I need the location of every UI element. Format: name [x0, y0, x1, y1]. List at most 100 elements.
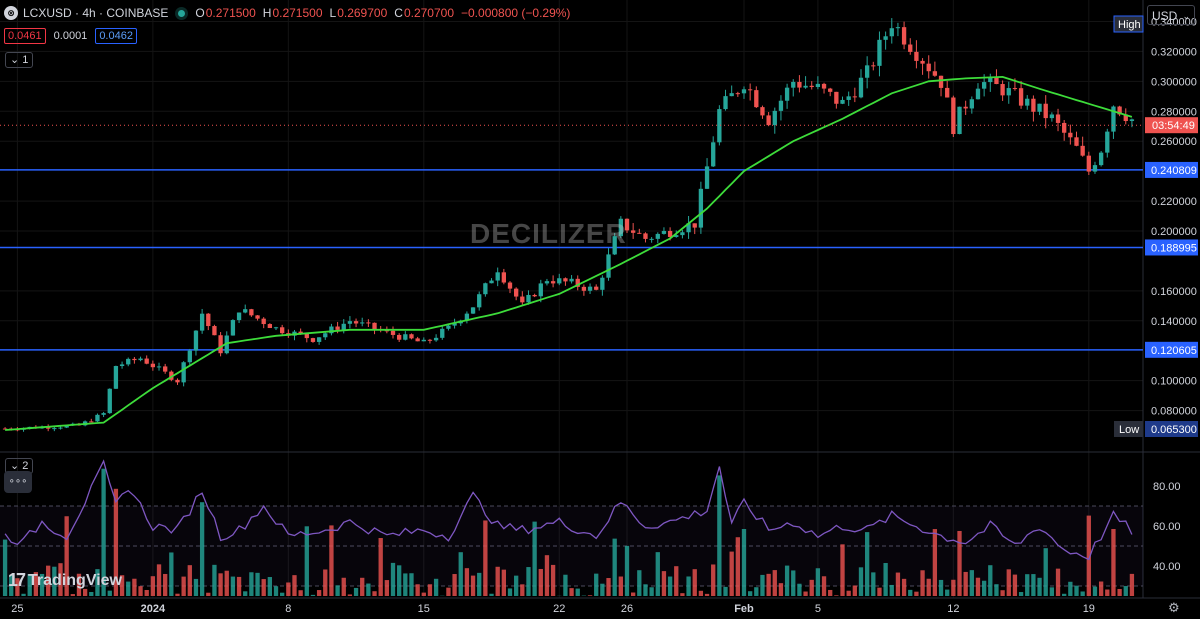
volume-bar	[390, 562, 396, 596]
candle-body	[58, 427, 63, 429]
volume-bar	[754, 587, 759, 596]
volume-bar	[1117, 588, 1122, 596]
candle-body	[1037, 103, 1042, 112]
candle-body	[754, 90, 759, 108]
volume-bar	[82, 588, 88, 596]
volume-bar	[698, 590, 704, 596]
volume-bar	[637, 570, 642, 596]
candle-body	[119, 364, 125, 367]
chevron-down-icon: ⌄	[10, 54, 20, 66]
market-status-icon[interactable]	[178, 9, 186, 17]
volume-bar	[58, 563, 63, 596]
candle-body	[704, 166, 710, 189]
candle-body	[569, 278, 574, 282]
candle-body	[711, 142, 716, 167]
pane1-indicator[interactable]: ⌄ 1	[5, 52, 34, 68]
candle-body	[655, 233, 660, 239]
candle-body	[772, 110, 777, 126]
price-tick-label: 0.140000	[1151, 316, 1197, 328]
candle-body	[89, 421, 94, 423]
time-tick-label: 19	[1083, 603, 1095, 615]
candle-body	[526, 294, 531, 303]
volume-bar	[667, 576, 673, 596]
candle-body	[981, 82, 987, 89]
candle-body	[883, 36, 888, 40]
volume-bar	[1068, 581, 1073, 596]
current-price-box	[1145, 117, 1198, 134]
open-label: O	[195, 6, 205, 20]
volume-bar	[224, 570, 229, 596]
candle-body	[1000, 84, 1005, 96]
volume-bar	[1086, 515, 1091, 596]
volume-bar	[858, 567, 864, 596]
volume-bar	[969, 570, 974, 596]
candle-body	[347, 321, 353, 324]
candle-body	[1062, 122, 1067, 133]
volume-bar	[828, 589, 833, 596]
tradingview-text: TradingView	[28, 571, 122, 589]
volume-bar	[575, 588, 580, 596]
candle-body	[489, 280, 494, 284]
rsi-tick-label: 40.00	[1153, 561, 1181, 573]
candle-body	[206, 313, 211, 327]
volume-bar	[138, 586, 143, 596]
volume-bar	[1129, 573, 1135, 596]
candle-body	[920, 60, 925, 64]
candle-body	[815, 83, 821, 88]
candle-body	[138, 358, 143, 361]
settings-gear-icon[interactable]: ⚙	[1168, 600, 1180, 615]
candle-body	[908, 44, 913, 52]
candle-body	[156, 366, 162, 368]
volume-bar	[470, 575, 476, 596]
volume-bar	[1062, 593, 1067, 596]
time-tick-label: 2024	[141, 603, 166, 615]
volume-bar	[150, 576, 156, 596]
bid-button[interactable]: 0.0461	[4, 28, 46, 44]
candle-body	[649, 238, 654, 240]
volume-bar	[951, 579, 956, 596]
candle-body	[101, 413, 106, 415]
candle-body	[46, 426, 51, 429]
time-tick-label: 8	[285, 603, 291, 615]
candle-body	[791, 81, 796, 88]
volume-bar	[273, 586, 279, 596]
low-tag-box	[1114, 421, 1143, 437]
volume-bar	[901, 578, 907, 596]
volume-bar	[1018, 592, 1024, 596]
level-label-box	[1145, 161, 1198, 178]
candle-body	[612, 236, 617, 255]
candle-body	[341, 323, 346, 330]
volume-bar	[538, 568, 543, 596]
candle-body	[606, 254, 611, 278]
candle-body	[366, 322, 371, 324]
volume-bar	[372, 591, 377, 596]
more-options-button[interactable]: ∘∘∘	[4, 471, 32, 493]
volume-bar	[729, 551, 734, 596]
currency-select[interactable]: USD ⌄	[1147, 5, 1195, 25]
candle-body	[427, 339, 433, 341]
candle-body	[1086, 155, 1091, 172]
volume-bar	[544, 555, 550, 596]
candle-body	[224, 335, 229, 354]
volume-bar	[64, 516, 69, 596]
symbol-label[interactable]: LCXUSD · 4h · COINBASE	[23, 6, 169, 20]
candle-body	[538, 283, 543, 297]
volume-bar	[871, 572, 876, 596]
volume-bar	[89, 591, 94, 596]
time-tick-label: Feb	[734, 603, 754, 615]
candle-body	[932, 71, 938, 76]
candle-body	[421, 339, 426, 342]
volume-bar	[280, 592, 285, 596]
candle-body	[464, 313, 470, 321]
volume-bar	[464, 568, 470, 596]
volume-bar	[366, 583, 371, 596]
volume-bar	[587, 595, 593, 596]
volume-bar	[686, 576, 691, 596]
volume-bar	[834, 595, 839, 596]
ask-button[interactable]: 0.0462	[95, 28, 137, 44]
volume-bar	[310, 594, 316, 596]
tradingview-logo[interactable]: 17 TradingView	[8, 570, 122, 591]
candle-body	[144, 358, 149, 364]
candle-body	[877, 39, 882, 66]
